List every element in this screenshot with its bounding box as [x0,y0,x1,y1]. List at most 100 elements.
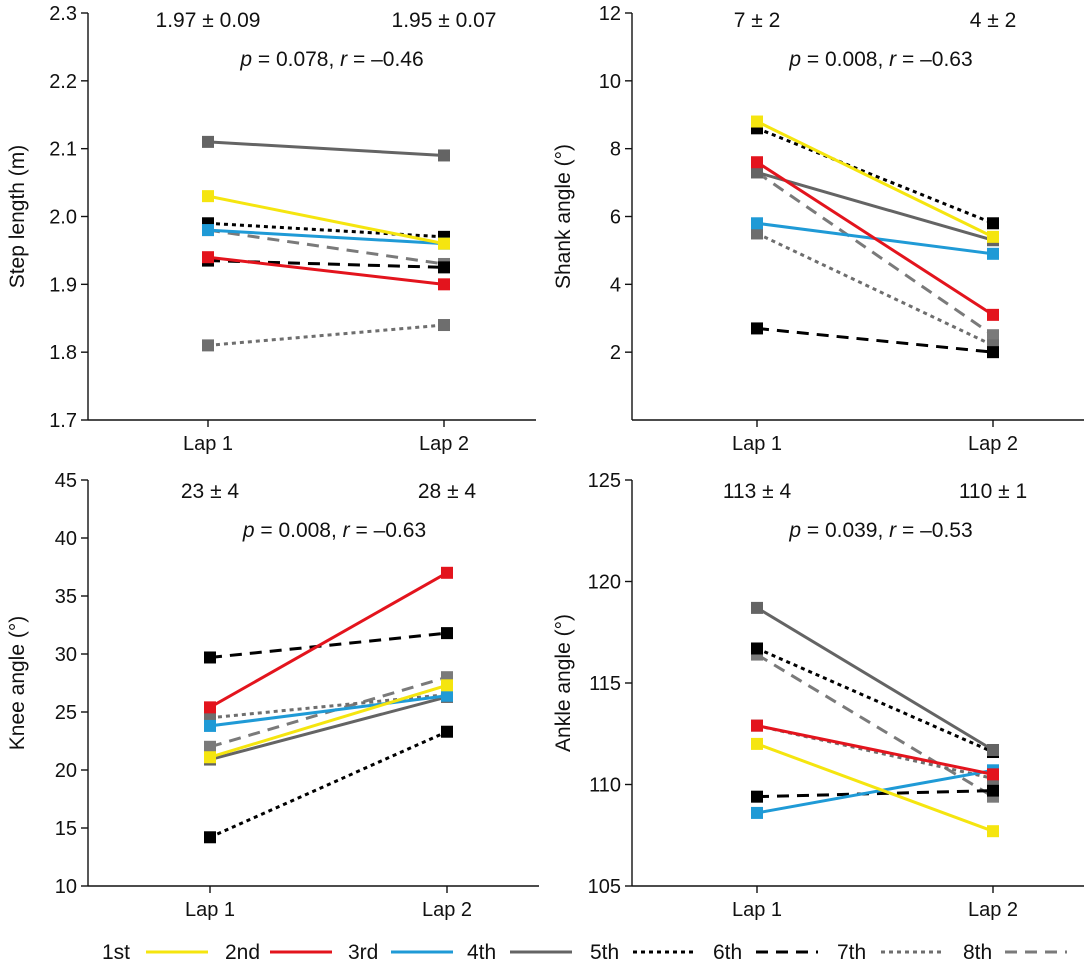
lap1-mean-sd: 23 ± 4 [181,480,240,503]
data-point [987,346,999,359]
legend-item-8th: 8th [963,941,1067,964]
series-line [207,323,445,347]
data-point [987,247,999,260]
y-tick-label: 10 [599,71,621,93]
series-1st [751,737,999,838]
series-1st [204,679,453,764]
y-tick-label: 20 [55,760,77,782]
data-point [987,217,999,230]
legend-item-3rd: 3rd [348,941,453,964]
data-point [751,719,763,732]
series-2nd [204,566,453,714]
data-point [438,319,450,332]
series-4th [202,135,450,162]
series-line [756,653,994,798]
legend-label: 6th [713,941,742,964]
y-tick-label: 125 [588,470,621,492]
data-point [751,790,763,803]
y-tick-label: 2 [610,342,621,364]
y-tick-label: 35 [55,586,77,608]
y-tick-label: 10 [55,876,77,898]
data-point [204,740,216,753]
series-2nd [751,156,999,321]
legend: 1st 2nd 3rd 4th 5th 6th 7th 8th [102,941,1067,964]
series-line [756,170,994,242]
series-6th [751,322,999,359]
y-tick-label: 8 [610,139,621,161]
series-line [756,232,994,347]
statistics-annotation: p = 0.008, r = –0.63 [788,48,972,71]
series-6th [204,627,453,664]
data-point [987,825,999,838]
p-value: 0.039 [825,519,878,542]
data-point [202,251,214,264]
data-point [438,261,450,274]
y-tick-label: 1.9 [49,274,77,296]
r-value: –0.46 [371,48,424,71]
data-point [987,308,999,321]
series-line [756,126,994,225]
chart-bottom-right: 105 110 115 120 125 Lap 1 Lap 2 Ankle angle (°)… [552,470,1084,921]
y-tick-label: 4 [610,274,621,296]
data-point [751,227,763,240]
lap1-mean-sd: 1.97 ± 0.09 [156,9,261,32]
series-line [756,606,994,752]
y-tick-label: 25 [55,702,77,724]
y-tick-label: 45 [55,470,77,492]
legend-label: 1st [102,941,130,964]
series-line [207,228,445,246]
data-point [751,601,763,614]
statistics-annotation: p = 0.008, r = –0.63 [242,519,426,542]
data-point [204,701,216,714]
data-point [751,322,763,335]
data-point [441,566,453,579]
data-point [987,230,999,243]
legend-label: 8th [963,941,992,964]
r-value: –0.53 [920,519,973,542]
data-point [751,737,763,750]
data-point [438,278,450,291]
chart-bottom-left: 10 15 20 25 30 35 40 45 Lap 1 Lap 2 Knee angle (°)… [6,470,539,921]
panels: 1.7 1.8 1.9 2.0 2.1 2.2 2.3 Lap 1 Lap 2 Step leng… [6,3,1084,921]
lap2-mean-sd: 110 ± 1 [959,480,1027,503]
series-3rd [204,689,453,732]
x-tick-label: Lap 2 [419,433,469,455]
series-line [209,694,448,728]
statistics-annotation: p = 0.078, r = –0.46 [239,48,423,71]
legend-item-2nd: 2nd [225,941,332,964]
legend-label: 5th [590,941,619,964]
data-point [441,689,453,702]
data-point [202,339,214,352]
series-line [209,730,448,839]
y-tick-label: 2.1 [49,139,77,161]
y-tick-label: 115 [589,673,621,695]
lap2-mean-sd: 4 ± 2 [970,9,1017,32]
x-tick-label: Lap 2 [968,433,1018,455]
y-axis-label: Ankle angle (°) [552,614,575,752]
data-point [202,135,214,148]
legend-item-6th: 6th [713,941,818,964]
x-tick-label: Lap 2 [422,899,472,921]
data-point [441,725,453,738]
series-2nd [751,719,999,781]
data-point [204,831,216,844]
data-point [751,156,763,169]
y-axis-label: Shank angle (°) [552,144,575,289]
data-point [987,784,999,797]
x-tick-label: Lap 1 [185,899,235,921]
series-line [756,120,994,239]
lap2-mean-sd: 28 ± 4 [418,480,477,503]
legend-item-7th: 7th [837,941,943,964]
y-tick-label: 15 [55,818,77,840]
chart-top-right: 2 4 6 8 10 12 Lap 1 Lap 2 Shank angle (°) 7 ± 2 4 … [552,3,1084,455]
series-line [756,742,994,833]
chart-top-left: 1.7 1.8 1.9 2.0 2.1 2.2 2.3 Lap 1 Lap 2 Step leng… [6,3,536,455]
data-point [441,627,453,640]
series-4th [204,690,453,766]
y-tick-label: 2.0 [49,207,77,229]
lap1-mean-sd: 7 ± 2 [734,9,781,32]
series-1st [751,115,999,243]
y-tick-label: 110 [589,775,621,797]
series-line [207,255,445,286]
